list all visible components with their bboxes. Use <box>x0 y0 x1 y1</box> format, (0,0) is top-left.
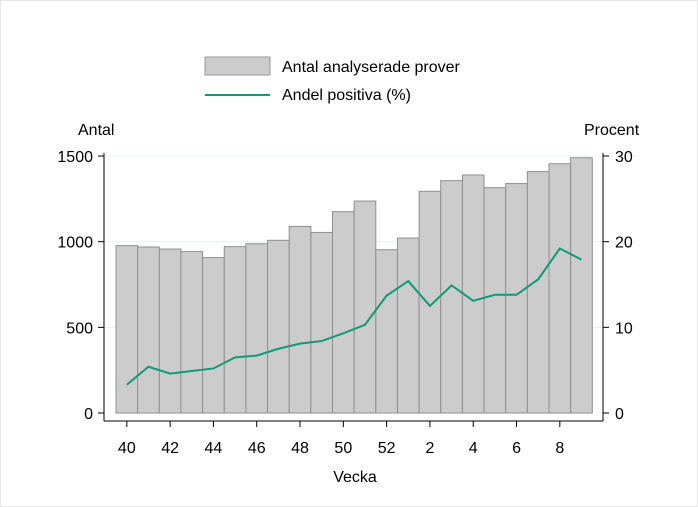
x-tick-label: 52 <box>378 440 396 457</box>
bar-week-46 <box>245 243 269 414</box>
legend-label-line: Andel positiva (%) <box>282 87 411 104</box>
y-right-tick-label: 20 <box>615 235 633 252</box>
x-tick-label: 40 <box>118 440 136 457</box>
y-axis-right-title: Procent <box>584 122 640 139</box>
bar-week-45 <box>223 246 247 414</box>
bar-week-49 <box>310 231 334 414</box>
y-left-tick-label: 500 <box>66 320 93 337</box>
x-axis-title: Vecka <box>333 469 377 486</box>
bar-week-1 <box>396 237 420 414</box>
y-right-tick-label: 0 <box>615 406 624 423</box>
bar-week-48 <box>288 225 312 414</box>
y-left-tick-label: 0 <box>84 406 93 423</box>
y-axis-left-title: Antal <box>78 122 114 139</box>
line-andel-positiva <box>126 247 582 386</box>
bar-week-47 <box>267 239 290 414</box>
bar-week-6 <box>505 183 528 414</box>
x-tick-label: 2 <box>425 440 434 457</box>
x-tick-label: 48 <box>291 440 309 457</box>
bar-week-3 <box>440 180 463 414</box>
bar-week-50 <box>332 211 355 414</box>
y-right-tick-label: 30 <box>615 149 633 166</box>
y-left-tick-label: 1500 <box>57 149 93 166</box>
x-tick-label: 8 <box>555 440 564 457</box>
bar-week-44 <box>202 257 225 414</box>
bar-week-8 <box>548 163 572 414</box>
legend: Antal analyserade prover Andel positiva … <box>204 56 461 104</box>
bar-week-42 <box>158 248 182 414</box>
bar-week-52 <box>375 249 398 414</box>
bar-week-5 <box>483 187 507 414</box>
x-tick-label: 50 <box>334 440 352 457</box>
legend-label-bars: Antal analyserade prover <box>282 59 461 76</box>
bar-week-2 <box>418 190 442 414</box>
x-tick-label: 4 <box>469 440 478 457</box>
y-right-tick-label: 10 <box>615 320 633 337</box>
bar-week-7 <box>526 171 550 414</box>
bar-week-41 <box>137 246 160 414</box>
x-tick-label: 44 <box>205 440 223 457</box>
x-tick-label: 46 <box>248 440 266 457</box>
bar-week-4 <box>461 174 485 414</box>
bar-week-9 <box>570 157 593 414</box>
bar-week-43 <box>180 251 204 414</box>
legend-swatch-bars <box>204 56 271 76</box>
x-tick-label: 6 <box>512 440 521 457</box>
x-tick-label: 42 <box>161 440 179 457</box>
bar-week-40 <box>115 245 139 414</box>
bar-week-51 <box>353 200 377 414</box>
y-left-tick-label: 1000 <box>57 235 93 252</box>
